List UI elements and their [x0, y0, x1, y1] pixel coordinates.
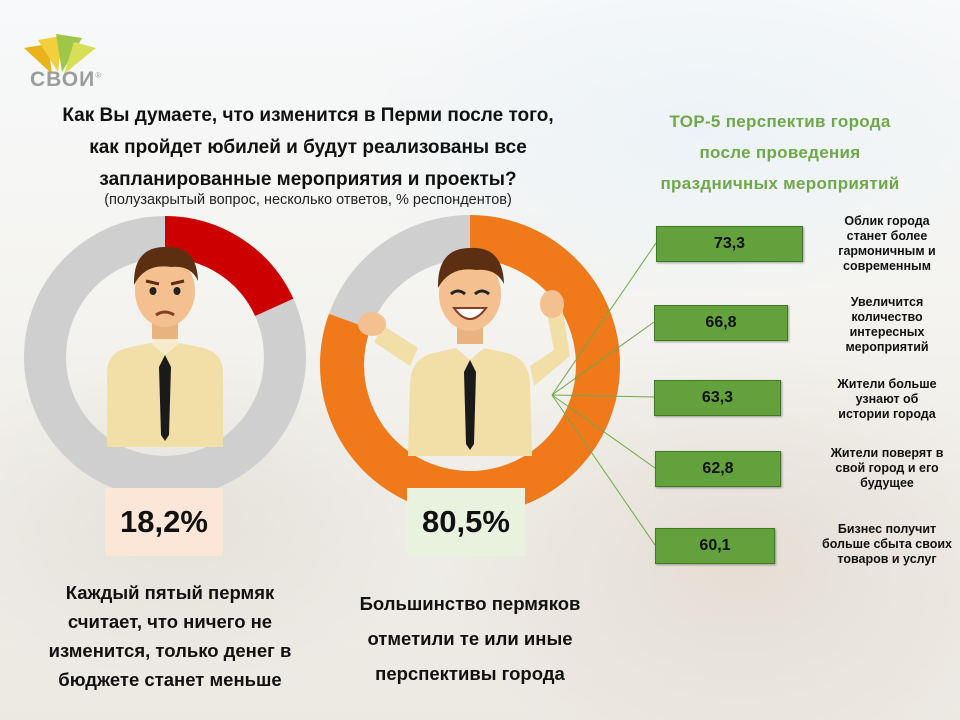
bar-category-label: Бизнес получит больше сбыта своих товаров … — [822, 522, 952, 567]
connector-line — [551, 321, 655, 396]
bar-category-label-line: современным — [843, 259, 931, 273]
happy-man-figure-icon — [358, 247, 570, 456]
connector-line — [551, 394, 656, 546]
note-perspectives: Большинство пермяков отметили те или ины… — [340, 586, 600, 691]
bar-category-label-line: будущее — [860, 476, 914, 490]
question-line: Как Вы думаете, что изменится в Перми по… — [62, 105, 554, 126]
bar-category-label-line: станет более — [846, 229, 928, 243]
bar-category-label-line: Жители поверят в — [830, 446, 944, 460]
top5-title-line: TOP-5 перспектив города — [669, 112, 891, 131]
percent-box-nothing-changes: 18,2% — [105, 488, 223, 556]
top5-title: TOP-5 перспектив города после проведения… — [620, 106, 940, 199]
bar-category-label-line: Жители больше — [837, 377, 937, 391]
bar-category-label-line: Увеличится — [850, 295, 924, 309]
connector-line — [551, 394, 656, 469]
note-line: Каждый пятый пермяк — [65, 582, 275, 603]
bar-category-label-line: свой город и его — [835, 461, 939, 475]
note-line: отметили те или иные — [367, 628, 573, 649]
note-line: считает, что ничего не — [67, 611, 273, 632]
question-line: как пройдет юбилей и будут реализованы в… — [89, 137, 527, 158]
bar-category-label-line: мероприятий — [845, 340, 929, 354]
bar-connector-lines — [551, 242, 657, 546]
svoi-logo-icon — [24, 34, 96, 74]
donut-chart-nothing-changes — [24, 216, 306, 498]
question-subtitle: (полузакрытый вопрос, несколько ответов,… — [104, 192, 512, 208]
bar-category-label-line: товаров и услуг — [837, 552, 937, 566]
bar-value: 62,8 — [655, 451, 781, 487]
bar-value: 60,1 — [655, 528, 775, 564]
question-text: Как Вы думаете, что изменится в Перми по… — [18, 100, 598, 196]
bar-category-label-line: количество — [851, 310, 923, 324]
bar-category-label: Облик города станет более гармоничным и сов… — [822, 214, 952, 274]
bar-category-label-line: Бизнес получит — [837, 522, 937, 536]
bar-value: 66,8 — [654, 305, 788, 341]
note-line: перспективы города — [375, 663, 565, 684]
bar-category-label: Жители больше узнают об истории города — [822, 377, 952, 422]
bar-category-label-line: узнают об — [855, 392, 919, 406]
bar-category-label-line: больше сбыта своих — [822, 537, 952, 551]
donut-value-segment — [24, 216, 306, 498]
sad-man-figure-icon — [107, 246, 223, 447]
percent-box-perspectives: 80,5% — [407, 488, 525, 556]
top5-title-line: после проведения — [699, 143, 861, 162]
question-line: запланированные мероприятия и проекты? — [99, 169, 517, 190]
bar-category-label-line: Облик города — [844, 214, 930, 228]
note-nothing-changes: Каждый пятый пермяк считает, что ничего … — [20, 578, 320, 694]
note-line: изменится, только денег в — [48, 640, 292, 661]
bar-category-label-line: гармоничным и — [838, 244, 936, 258]
bar-value: 73,3 — [656, 226, 803, 262]
bar-category-label: Жители поверят в свой город и его будущее — [822, 446, 952, 491]
connector-line — [551, 394, 655, 398]
bar-category-label-line: интересных — [849, 325, 925, 339]
connector-line — [551, 242, 657, 396]
bar-value: 63,3 — [654, 380, 781, 416]
logo-text: СВОИ® — [30, 68, 103, 91]
note-line: бюджете станет меньше — [58, 669, 282, 690]
top5-title-line: праздничных мероприятий — [660, 174, 900, 193]
bar-category-label: Увеличится количество интересных мероприяти… — [822, 295, 952, 355]
note-line: Большинство пермяков — [359, 593, 581, 614]
bar-category-label-line: истории города — [838, 407, 936, 421]
